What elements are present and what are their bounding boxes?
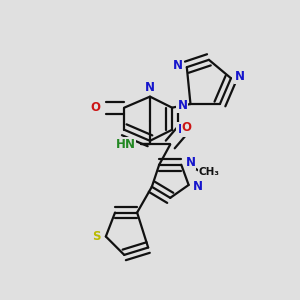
Text: O: O [182,122,192,134]
Text: N: N [193,180,203,193]
Text: N: N [177,99,188,112]
Text: N: N [145,81,155,94]
Text: N: N [185,156,196,170]
Text: O: O [91,101,100,114]
Text: N: N [177,123,188,136]
Text: N: N [125,138,135,151]
Text: N: N [235,70,245,83]
Text: CH₃: CH₃ [198,167,219,177]
Text: N: N [172,59,183,72]
Text: S: S [92,230,101,243]
Text: H: H [116,138,125,151]
